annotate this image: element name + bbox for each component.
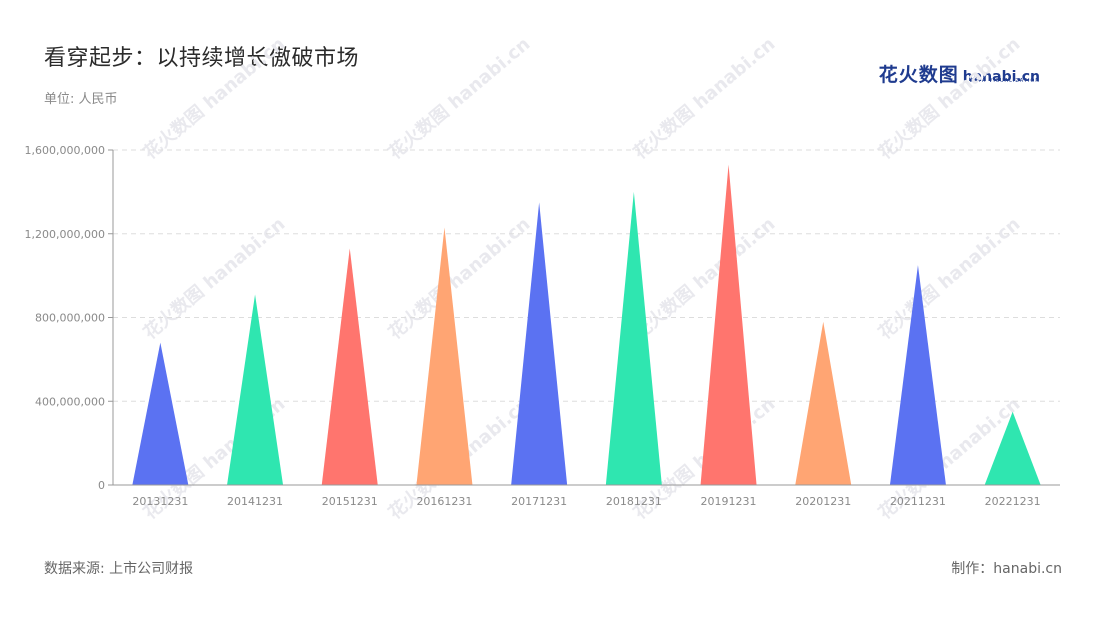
logo-tagline: DATA VISUALIZATION bbox=[969, 78, 1040, 84]
x-tick-label: 20201231 bbox=[795, 495, 851, 508]
bar-20201231 bbox=[795, 321, 852, 485]
y-tick-label: 0 bbox=[98, 479, 105, 492]
bar-20181231 bbox=[605, 191, 662, 485]
watermark-logo: 花火数图 hanabi.cn bbox=[874, 213, 1024, 344]
x-tick-label: 20161231 bbox=[416, 495, 472, 508]
logo-text-cn: 花火数图 bbox=[878, 64, 959, 86]
x-tick-label: 20141231 bbox=[227, 495, 283, 508]
triangle-bar-chart: 花火数图 hanabi.cn 花火数图 hanabi.cn 花火数图 hanabi.… bbox=[25, 33, 1060, 524]
x-tick-label: 20221231 bbox=[985, 495, 1041, 508]
bar-20211231 bbox=[889, 265, 946, 485]
watermark-logo: 花火数图 hanabi.cn bbox=[629, 33, 779, 164]
y-tick-label: 1,600,000,000 bbox=[25, 144, 105, 157]
credit: 制作：hanabi.cn bbox=[951, 561, 1062, 577]
bar-20191231 bbox=[700, 164, 757, 485]
y-tick-label: 800,000,000 bbox=[35, 312, 105, 325]
bar-20161231 bbox=[416, 227, 473, 485]
watermark-logo: 花火数图 hanabi.cn bbox=[139, 213, 289, 344]
x-tick-label: 20131231 bbox=[132, 495, 188, 508]
data-source: 数据来源: 上市公司财报 bbox=[44, 561, 194, 577]
x-tick-label: 20191231 bbox=[701, 495, 757, 508]
bar-20141231 bbox=[227, 294, 284, 485]
bar-marks bbox=[132, 164, 1041, 485]
watermark-logo: 花火数图 hanabi.cn bbox=[384, 213, 534, 344]
bar-20171231 bbox=[511, 202, 568, 485]
grid-lines bbox=[113, 149, 1060, 402]
x-axis: 20131231 20141231 20151231 20161231 20171231… bbox=[113, 484, 1060, 508]
x-tick-label: 20211231 bbox=[890, 495, 946, 508]
watermark-logo: 花火数图 hanabi.cn bbox=[874, 33, 1024, 164]
watermark-logo: 花火数图 hanabi.cn bbox=[629, 213, 779, 344]
y-tick-label: 1,200,000,000 bbox=[25, 228, 105, 241]
bar-20151231 bbox=[321, 248, 378, 485]
bar-20221231 bbox=[984, 411, 1041, 485]
x-tick-label: 20151231 bbox=[322, 495, 378, 508]
y-tick-label: 400,000,000 bbox=[35, 395, 105, 408]
x-tick-label: 20181231 bbox=[606, 495, 662, 508]
logo-text-en: hanabi.cn bbox=[962, 69, 1040, 85]
watermark-logo: 花火数图 hanabi.cn bbox=[384, 33, 534, 164]
x-tick-label: 20171231 bbox=[511, 495, 567, 508]
brand-logo: 花火数图 hanabi.cn DATA VISUALIZATION bbox=[879, 60, 1040, 87]
chart-title: 看穿起步：以持续增长傲破市场 bbox=[44, 46, 360, 71]
unit-label: 单位: 人民币 bbox=[44, 92, 118, 107]
watermark-logo: 花火数图 hanabi.cn bbox=[139, 33, 289, 164]
y-axis: 0 400,000,000 800,000,000 1,200,000,000 1,60… bbox=[25, 144, 114, 492]
bar-20131231 bbox=[132, 342, 189, 485]
